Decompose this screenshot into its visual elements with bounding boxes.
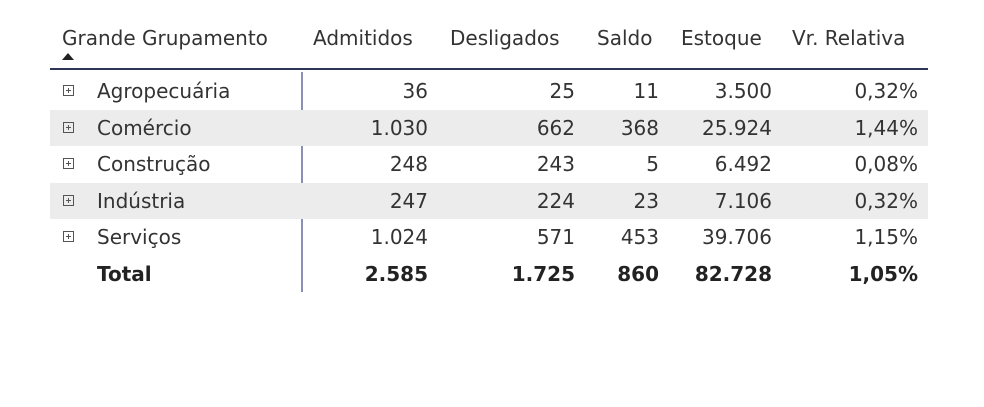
value-cell: 82.728 (694, 262, 772, 286)
row-label: Indústria (97, 188, 186, 213)
row-band (50, 182, 928, 219)
column-header[interactable]: Grande Grupamento (62, 26, 268, 50)
row-label: Total (97, 262, 152, 286)
row-label: Agropecuária (97, 79, 231, 103)
value-cell: 25 (549, 79, 575, 103)
row-band (50, 109, 928, 146)
value-cell: 5 (646, 152, 659, 177)
value-cell: 453 (620, 225, 659, 250)
value-cell: 248 (389, 152, 428, 177)
value-cell: 0,08% (854, 152, 918, 177)
value-cell: 662 (536, 115, 575, 140)
value-cell: 6.492 (714, 152, 772, 177)
value-cell: 243 (536, 152, 575, 177)
value-cell: 0,32% (854, 79, 918, 103)
value-cell: 1,05% (848, 262, 918, 286)
row-label: Comércio (97, 115, 192, 140)
value-cell: 1.030 (370, 115, 428, 140)
expand-icon[interactable] (63, 194, 74, 206)
value-cell: 1.024 (370, 225, 428, 250)
value-cell: 0,32% (854, 188, 918, 213)
value-cell: 247 (389, 188, 428, 213)
value-cell: 571 (536, 225, 575, 250)
value-cell: 368 (620, 115, 659, 140)
value-cell: 1,15% (854, 225, 918, 250)
value-cell: 36 (402, 79, 428, 103)
expand-icon[interactable] (63, 231, 74, 243)
value-cell: 11 (633, 79, 659, 103)
value-cell: 23 (633, 188, 659, 213)
value-cell: 25.924 (702, 115, 772, 140)
column-header[interactable]: Desligados (450, 26, 560, 50)
value-cell: 3.500 (714, 79, 772, 103)
expand-icon[interactable] (63, 121, 74, 133)
value-cell: 224 (536, 188, 575, 213)
value-cell: 1.725 (511, 262, 575, 286)
row-label: Construção (97, 152, 211, 177)
value-cell: 2.585 (364, 262, 428, 286)
row-header-divider (301, 72, 303, 292)
column-header[interactable]: Admitidos (313, 26, 413, 50)
column-header[interactable]: Estoque (681, 26, 762, 50)
value-cell: 7.106 (714, 188, 772, 213)
expand-icon[interactable] (63, 85, 74, 96)
row-label: Serviços (97, 225, 182, 250)
column-header[interactable]: Vr. Relativa (792, 26, 906, 50)
value-cell: 860 (617, 262, 659, 286)
sort-arrow (62, 53, 74, 60)
expand-icon[interactable] (63, 158, 74, 170)
header-rule (50, 68, 928, 70)
column-header[interactable]: Saldo (597, 26, 653, 50)
value-cell: 39.706 (702, 225, 772, 250)
value-cell: 1,44% (854, 115, 918, 140)
